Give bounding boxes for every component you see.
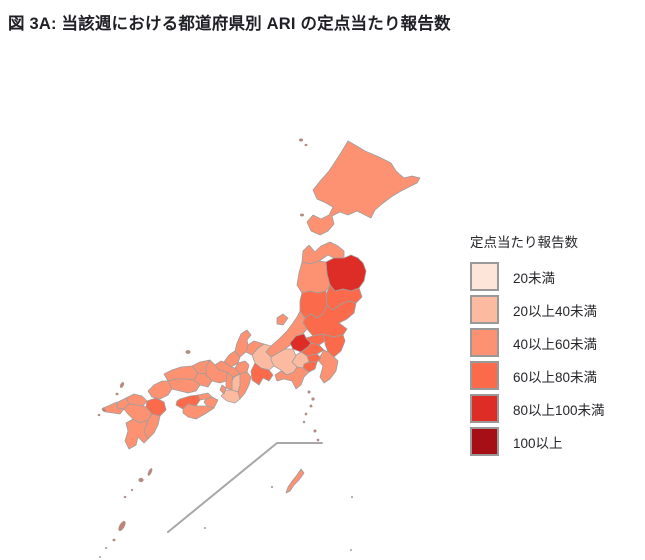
small-island [147, 468, 153, 476]
region-awaji [219, 384, 227, 395]
small-island [350, 549, 353, 552]
region-okinawa [285, 468, 305, 494]
region-hiroshima [167, 378, 201, 394]
small-island [104, 547, 108, 550]
legend-label: 60以上80未満 [513, 369, 598, 385]
legend-swatch-20-40 [470, 295, 499, 324]
region-kagoshima [124, 418, 149, 450]
legend-swatch-100-plus [470, 427, 499, 456]
region-gifu [251, 343, 275, 371]
legend-label: 20以上40未満 [513, 303, 598, 319]
region-aichi [250, 362, 274, 386]
small-island [313, 429, 317, 433]
small-island [112, 538, 116, 542]
legend-item: 80以上100未満 [470, 394, 605, 423]
small-island [302, 420, 306, 424]
small-island [97, 413, 101, 417]
small-island [299, 213, 305, 217]
region-wakayama [220, 389, 241, 404]
legend-item: 20未満 [470, 262, 605, 291]
legend-label: 20未満 [513, 270, 556, 286]
small-island [304, 412, 308, 416]
region-hokkaido [306, 140, 421, 236]
small-island [115, 392, 119, 396]
small-island [298, 138, 304, 142]
legend-label: 40以上60未満 [513, 336, 598, 352]
legend: 定点当たり報告数 20未満 20以上40未満 40以上60未満 60以上80未満… [470, 231, 605, 460]
small-island [101, 407, 107, 413]
small-island [350, 496, 354, 499]
legend-swatch-40-60 [470, 328, 499, 357]
region-akita [296, 260, 331, 294]
region-ishikawa [234, 329, 252, 358]
region-aomori [301, 241, 345, 265]
prefecture-regions [102, 140, 421, 494]
small-island [270, 486, 274, 489]
legend-title: 定点当たり報告数 [470, 235, 578, 250]
small-island [304, 143, 308, 147]
legend-label: 100以上 [513, 435, 563, 451]
region-sado [276, 313, 289, 326]
small-island [316, 438, 320, 442]
small-islands [97, 138, 354, 559]
small-island [123, 495, 127, 499]
okinawa-inset-separator-line [167, 442, 323, 533]
legend-swatch-60-80 [470, 361, 499, 390]
legend-item: 20以上40未満 [470, 295, 605, 324]
legend-item: 60以上80未満 [470, 361, 605, 390]
small-island [311, 397, 315, 401]
small-island [309, 404, 313, 408]
legend-swatch-under-20 [470, 262, 499, 291]
small-island [118, 520, 126, 532]
legend-item: 100以上 [470, 427, 605, 456]
small-island [119, 381, 125, 389]
region-iwate [325, 254, 367, 292]
small-island [98, 556, 101, 559]
legend-item: 40以上60未満 [470, 328, 605, 357]
legend-swatch-80-100 [470, 394, 499, 423]
legend-label: 80以上100未満 [513, 402, 605, 418]
region-shizuoka [274, 366, 310, 390]
region-kochi [182, 403, 215, 420]
small-island [185, 350, 191, 354]
small-island [130, 488, 134, 492]
small-island [138, 477, 144, 483]
small-island [203, 527, 206, 530]
figure-title: 図 3A: 当該週における都道府県別 ARI の定点当たり報告数 [8, 15, 451, 33]
region-ibaraki [322, 333, 346, 358]
small-island [307, 390, 311, 394]
region-yamaguchi [147, 380, 173, 400]
